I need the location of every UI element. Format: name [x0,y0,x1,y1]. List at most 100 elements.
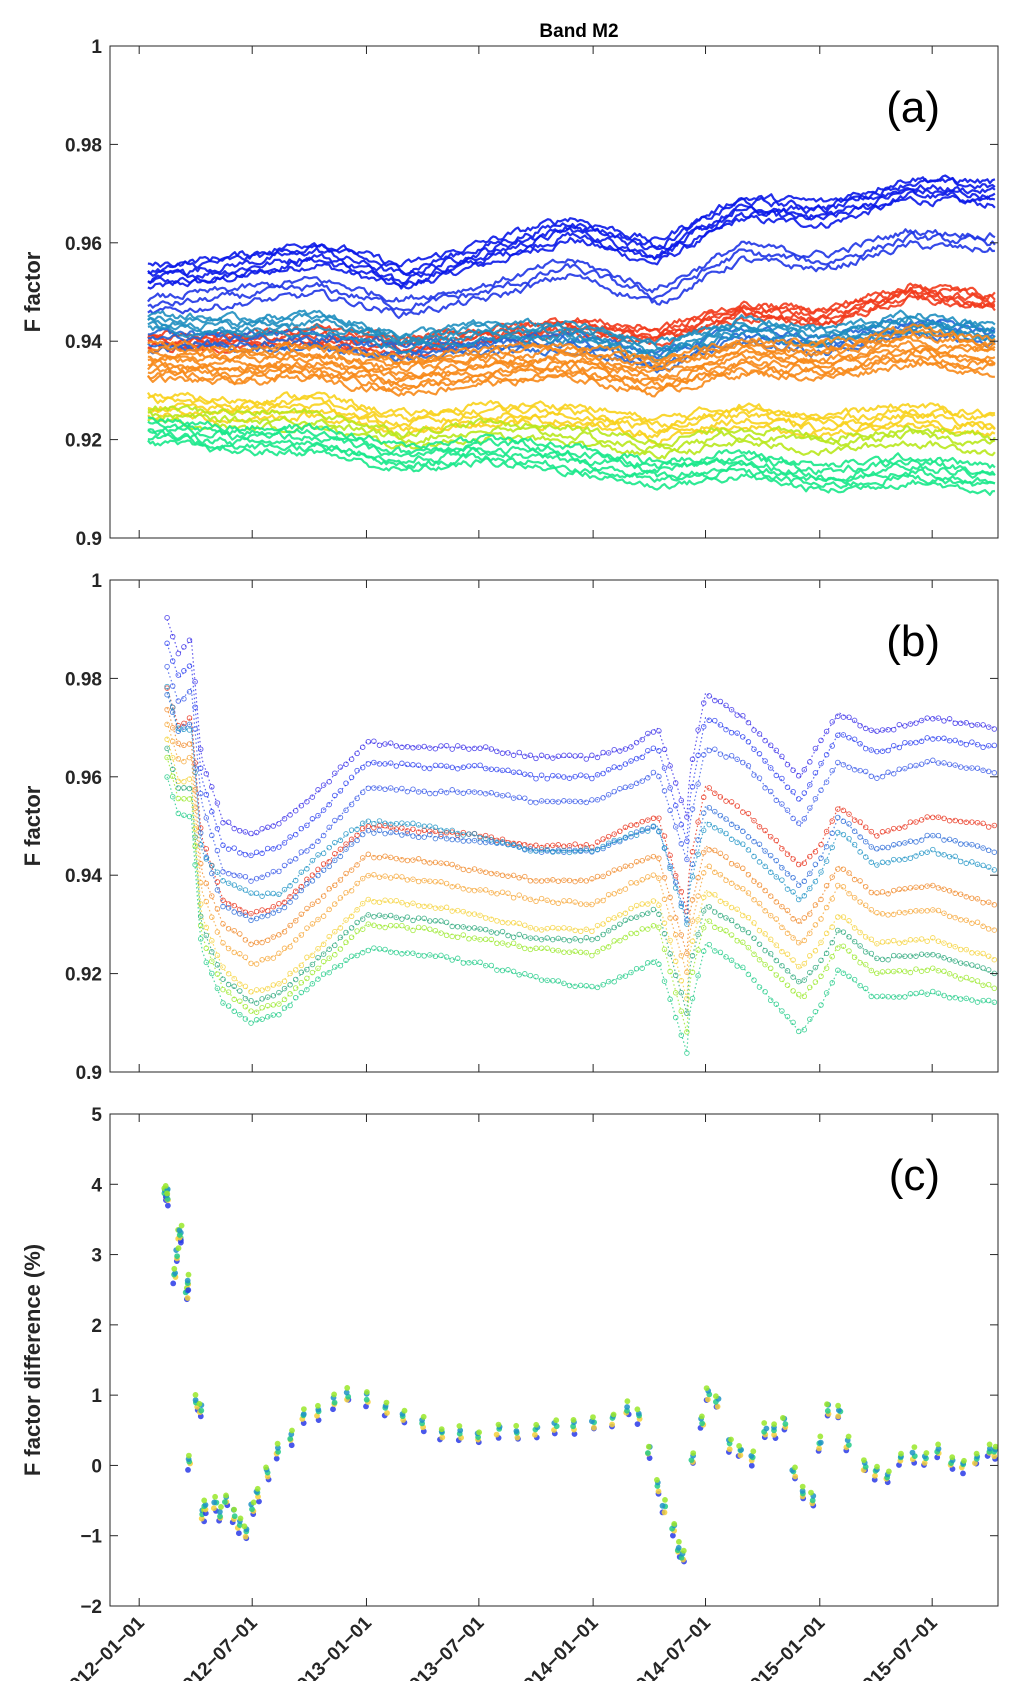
data-point [371,854,377,861]
data-point [812,979,819,985]
data-point [600,843,606,850]
data-point [633,880,640,886]
data-point [740,926,746,933]
data-point [639,754,645,761]
data-point [699,1413,705,1420]
data-point [874,955,880,962]
data-point [365,912,372,918]
data-point [555,878,562,884]
data-point [812,745,819,752]
data-point [935,832,942,839]
data-point [337,853,344,860]
data-point [829,874,835,880]
data-point [454,836,461,843]
data-point [907,937,914,943]
data-point [304,798,310,805]
data-point [879,939,886,945]
data-point [495,1421,502,1428]
data-point [522,795,528,801]
data-point [818,855,824,861]
data-point [314,1402,321,1409]
data-point [298,887,305,894]
data-point [253,987,260,993]
data-point [404,950,411,956]
data-point [365,761,372,767]
data-point [689,806,696,812]
series-yellow [164,736,998,1002]
data-point [499,919,506,926]
data-point [861,1457,867,1463]
data-point [980,722,986,728]
data-point [829,767,835,774]
data-point [590,1414,596,1420]
data-point [415,924,422,931]
data-point [639,818,645,825]
data-point [879,993,886,999]
data-point [264,890,271,896]
data-point [622,910,629,916]
data-point [223,1492,229,1499]
data-point [253,1017,260,1023]
data-point [985,926,992,932]
data-point [924,991,930,997]
data-point [225,880,232,886]
data-point [678,1032,685,1038]
data-point [879,969,886,975]
data-point [667,785,673,791]
data-point [264,937,271,944]
series-line-teal [147,309,996,346]
data-point [181,742,187,749]
data-point [169,738,176,745]
panel-label: (c) [889,1151,940,1200]
data-point [320,971,327,977]
data-point [717,698,724,705]
plot-area [161,1183,998,1565]
data-point [192,726,198,732]
data-point [751,896,757,903]
data-point [320,913,327,919]
data-point [974,741,981,748]
data-point [818,973,824,979]
x-tick-label: 2013−07−01 [398,1612,489,1681]
data-point [203,959,210,966]
data-point [857,741,863,747]
data-point [460,744,467,751]
data-point [946,761,953,768]
data-point [510,968,517,975]
data-point [326,906,332,913]
data-point [773,972,780,978]
data-point [963,893,970,900]
data-point [780,1415,786,1421]
data-point [471,745,478,752]
data-point [851,925,858,931]
data-point [728,1436,734,1443]
data-point [672,780,679,786]
data-point [633,914,640,920]
data-point [706,717,712,724]
data-point [611,837,617,844]
data-point [499,872,506,879]
data-point [628,915,634,921]
data-point [678,989,685,996]
data-point [985,899,992,905]
data-point [499,792,506,799]
data-point [740,712,746,719]
data-point [728,799,735,805]
data-point [516,841,522,847]
data-point [220,877,226,884]
data-point [812,770,819,776]
data-point [505,841,511,848]
data-point [991,770,998,776]
data-point [421,765,427,771]
data-point [712,717,718,724]
data-point [656,911,662,918]
data-point [214,869,221,875]
data-point [589,752,595,759]
data-point [807,969,813,976]
data-point [371,759,377,766]
data-point [443,860,450,867]
data-point [538,977,545,983]
data-point [410,857,416,863]
